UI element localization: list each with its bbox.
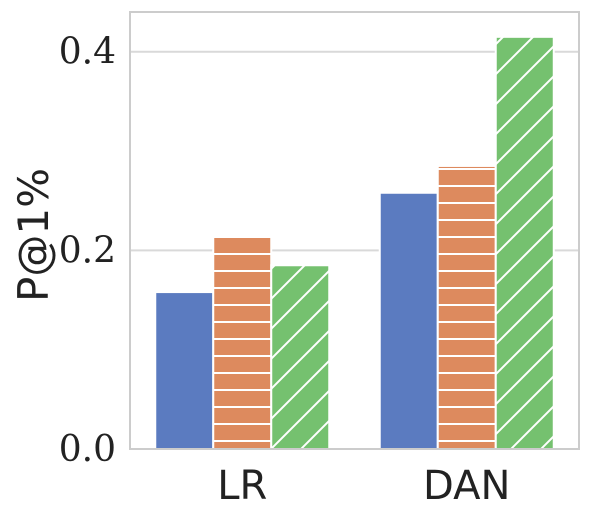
- x-tick-label: LR: [217, 463, 267, 509]
- bar-lr-3: [270, 264, 331, 450]
- y-tick-label: 0.4: [59, 32, 116, 73]
- bar-lr-2: [212, 234, 273, 450]
- y-tick-label: 0.2: [59, 230, 116, 271]
- x-axis-ticks: LR DAN: [217, 463, 510, 509]
- bar-dan-3: [494, 35, 555, 450]
- bar-dan-2: [436, 164, 497, 450]
- y-tick-label: 0.0: [59, 429, 116, 470]
- y-axis-ticks: 0.0 0.2 0.4: [59, 32, 116, 470]
- bar-lr-1: [154, 291, 215, 450]
- bars: [154, 35, 555, 450]
- bar-dan-1: [378, 191, 439, 450]
- plot-frame: [129, 11, 580, 450]
- x-tick-label: DAN: [423, 463, 510, 509]
- y-axis-title: P@1%: [9, 168, 58, 302]
